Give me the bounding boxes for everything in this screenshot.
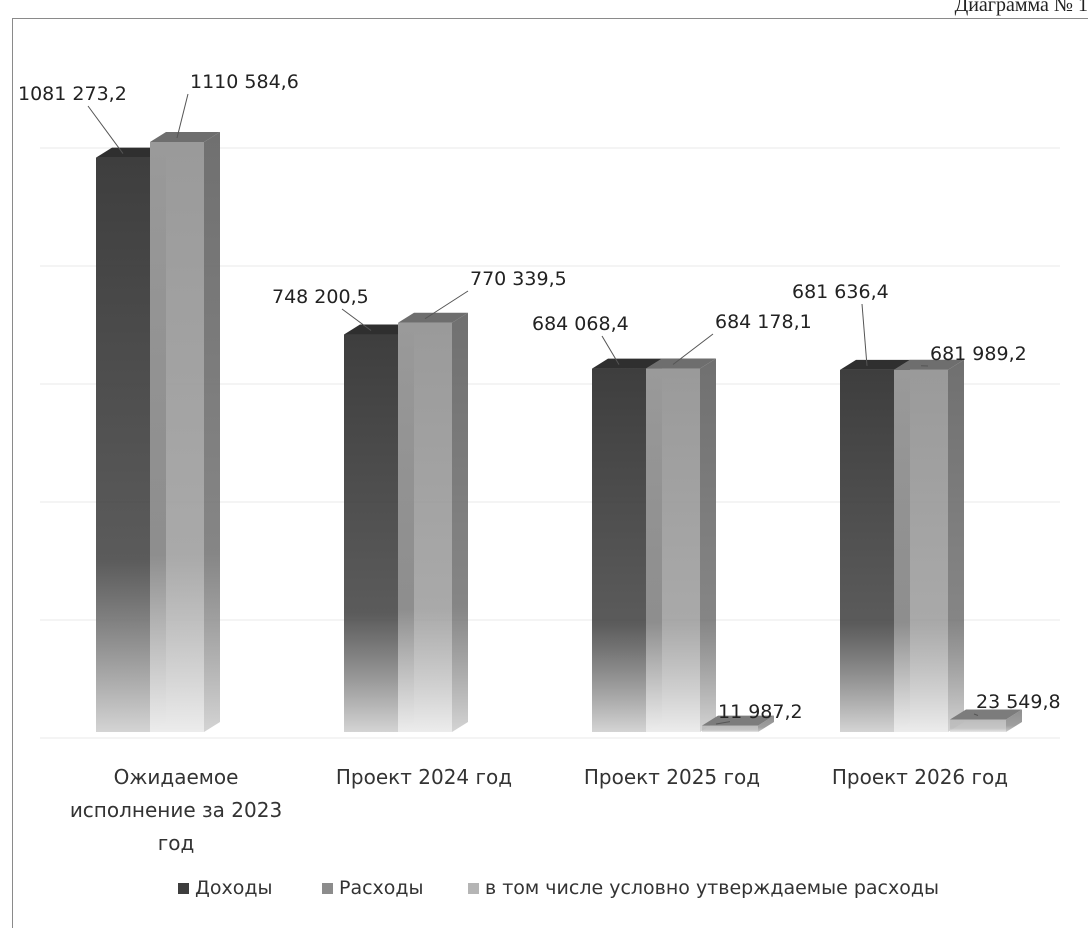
data-label: 748 200,5: [272, 286, 369, 308]
bar-rashody-2: [646, 359, 716, 732]
bar-front: [702, 726, 758, 732]
bar-front: [96, 158, 150, 732]
label-leader-line: [862, 304, 867, 366]
category-tick-label: год: [158, 831, 195, 855]
data-label: 684 178,1: [715, 311, 812, 333]
bar-front: [840, 370, 894, 732]
category-tick-label: исполнение за 2023: [70, 798, 282, 822]
legend-label: в том числе условно утверждаемые расходы: [485, 877, 939, 899]
bars: [96, 132, 1022, 732]
category-tick-label: Проект 2024 год: [336, 765, 512, 789]
bar-side: [204, 132, 220, 732]
bar-rashody-0: [150, 132, 220, 732]
bar-front: [592, 369, 646, 732]
bar-side: [452, 313, 468, 732]
bar-front: [646, 369, 700, 732]
label-leader-line: [177, 94, 188, 138]
bar-rashody-3: [894, 360, 964, 732]
data-label: 1110 584,6: [190, 71, 299, 93]
bar-front: [398, 323, 452, 732]
bar-front: [150, 142, 204, 732]
category-tick-label: Ожидаемое: [114, 765, 239, 789]
category-tick-label: Проект 2025 год: [584, 765, 760, 789]
data-label: 11 987,2: [718, 701, 803, 723]
bar-front: [950, 719, 1006, 732]
legend-swatch: [468, 883, 479, 894]
data-label: 681 989,2: [930, 343, 1027, 365]
data-label: 770 339,5: [470, 268, 567, 290]
bar-front: [344, 335, 398, 732]
bar-front: [894, 370, 948, 732]
data-label: 1081 273,2: [18, 83, 127, 105]
bar-rashody-1: [398, 313, 468, 732]
label-leader-line: [88, 106, 123, 154]
bar-side: [948, 360, 964, 732]
legend-swatch: [178, 883, 189, 894]
bar-side: [700, 359, 716, 732]
legend-swatch: [322, 883, 333, 894]
legend-label: Доходы: [195, 877, 272, 899]
data-label: 684 068,4: [532, 313, 629, 335]
legend-label: Расходы: [339, 877, 424, 899]
category-tick-label: Проект 2026 год: [832, 765, 1008, 789]
legend: Доходы Расходы в том числе условно утвержд…: [178, 877, 939, 899]
data-label: 23 549,8: [976, 691, 1061, 713]
data-label: 681 636,4: [792, 281, 889, 303]
